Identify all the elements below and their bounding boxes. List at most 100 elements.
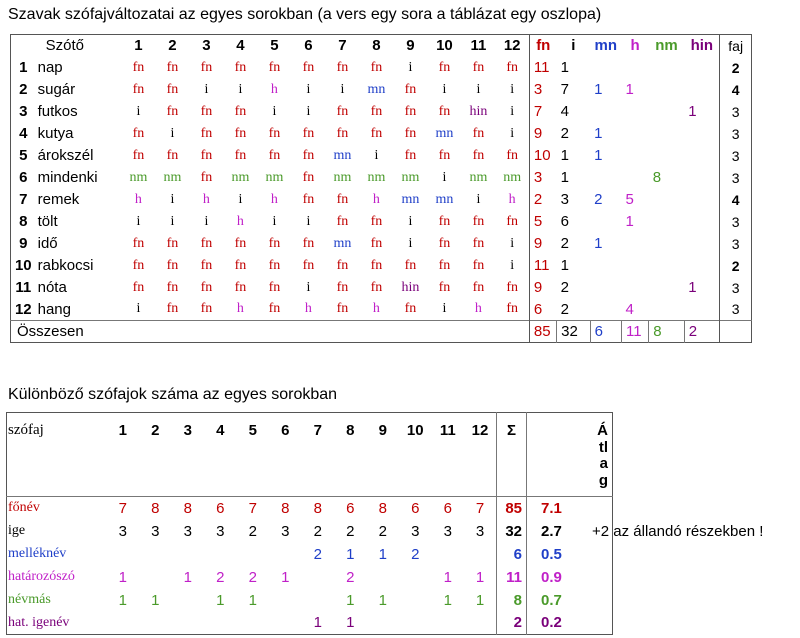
variant-cell: i xyxy=(170,213,175,229)
count-cell: 6 xyxy=(346,499,355,517)
faj-cell: 3 xyxy=(731,301,740,318)
count-cell: 1 xyxy=(684,276,721,299)
count-cell xyxy=(590,101,621,123)
faj-cell: 3 xyxy=(731,279,740,296)
count-cell xyxy=(172,612,205,635)
count-cell xyxy=(684,144,721,167)
line-header: 10 xyxy=(436,37,453,55)
total-count: 2 xyxy=(683,320,721,343)
variant-cell: fn xyxy=(438,213,451,229)
line-header: 11 xyxy=(439,422,456,439)
total-count: 11 xyxy=(620,320,649,343)
variant-cell: fn xyxy=(132,257,145,273)
table-row: 12 hang i fn fn h fn h fn h fn i h fn 6 2 4 3 xyxy=(11,298,752,321)
variant-cell: mn xyxy=(435,191,454,207)
class-label: hat. igenév xyxy=(8,614,70,630)
variant-cell: fn xyxy=(472,213,485,229)
faj-cell: 3 xyxy=(731,213,740,230)
line-header: 5 xyxy=(248,422,257,439)
count-cell: 1 xyxy=(560,59,569,76)
count-cell xyxy=(172,543,205,566)
table-row: 2 sugár fn fn i i h i i mn fn i i i 3 7 1 1 4 xyxy=(11,78,752,101)
count-cell xyxy=(622,167,649,189)
count-cell xyxy=(684,298,721,321)
count-cell xyxy=(649,211,685,233)
variant-cell: fn xyxy=(132,147,145,163)
variant-cell: i xyxy=(495,254,530,277)
count-cell xyxy=(622,255,649,277)
count-cell: 1 xyxy=(248,591,257,609)
count-cell: 1 xyxy=(475,568,485,586)
count-cell: 6 xyxy=(560,213,569,230)
variant-cell: h xyxy=(495,188,530,211)
faj-cell: 3 xyxy=(731,103,740,120)
variant-cell: i xyxy=(136,103,141,119)
count-cell xyxy=(399,612,432,635)
row-number: 2 xyxy=(19,81,28,98)
variant-cell: fn xyxy=(132,235,145,251)
word-root: futkos xyxy=(37,103,78,120)
count-header: mn xyxy=(594,37,618,55)
variant-cell: i xyxy=(495,100,530,123)
variant-cell: h xyxy=(134,191,142,207)
variant-cell: nm xyxy=(401,169,420,185)
variant-cell: fn xyxy=(200,257,213,273)
variant-cell: fn xyxy=(370,279,383,295)
line-header: 4 xyxy=(236,37,245,55)
count-cell: 1 xyxy=(183,568,192,586)
line-header: 12 xyxy=(495,34,530,57)
count-cell: 1 xyxy=(378,591,387,609)
variant-cell: fn xyxy=(234,257,247,273)
count-cell: 6 xyxy=(533,300,543,318)
table-row: 4 kutya fn i fn fn fn fn fn fn fn mn fn i 9 2 1 3 xyxy=(11,122,752,145)
count-cell xyxy=(590,299,621,321)
variant-cell: fn xyxy=(336,191,349,207)
variant-cell: mn xyxy=(401,191,420,207)
table-row: hat. igenév 1 1 2 0.2 xyxy=(7,611,613,635)
line-header: 12 xyxy=(471,422,489,439)
count-cell xyxy=(649,145,685,167)
word-root: remek xyxy=(37,191,80,208)
row-number: 11 xyxy=(15,279,32,296)
variant-cell: fn xyxy=(336,125,349,141)
count-cell xyxy=(622,123,649,145)
count-cell xyxy=(684,56,721,79)
count-cell: 3 xyxy=(281,522,290,540)
line-header: 1 xyxy=(134,37,143,55)
note-text: +2 az állandó részekben ! xyxy=(592,523,764,540)
variant-cell: fn xyxy=(495,276,530,299)
count-cell: 3 xyxy=(560,191,569,208)
count-cell: 1 xyxy=(443,568,452,586)
variant-cell: fn xyxy=(370,103,383,119)
count-cell xyxy=(302,566,335,589)
count-cell xyxy=(139,566,172,589)
count-cell xyxy=(204,543,237,566)
variant-cell: fn xyxy=(200,169,213,185)
variant-cell: fn xyxy=(336,301,349,317)
variant-cell: i xyxy=(442,169,447,185)
word-root: nóta xyxy=(37,279,67,296)
variant-cell: fn xyxy=(302,257,315,273)
count-cell: 1 xyxy=(594,235,603,252)
variant-cell: fn xyxy=(495,210,530,233)
sum-header: Σ xyxy=(496,412,527,497)
line-header: 9 xyxy=(406,37,415,55)
count-cell xyxy=(649,277,685,299)
count-cell: 2 xyxy=(378,522,387,540)
line-header: 5 xyxy=(270,37,279,55)
variant-cell: fn xyxy=(495,56,530,79)
count-cell: 2 xyxy=(560,300,569,318)
count-cell: 1 xyxy=(313,614,322,632)
variant-cell: fn xyxy=(404,103,417,119)
count-cell: 8 xyxy=(281,499,290,517)
variant-cell: hin xyxy=(469,103,488,119)
count-cell: 5 xyxy=(625,191,634,208)
variant-cell: i xyxy=(408,213,413,229)
class-label: ige xyxy=(8,523,26,538)
variant-cell: fn xyxy=(472,257,485,273)
variant-cell: fn xyxy=(132,81,145,97)
faj-cell: 2 xyxy=(731,59,740,76)
variant-cell: fn xyxy=(132,125,145,141)
count-cell xyxy=(464,543,497,566)
